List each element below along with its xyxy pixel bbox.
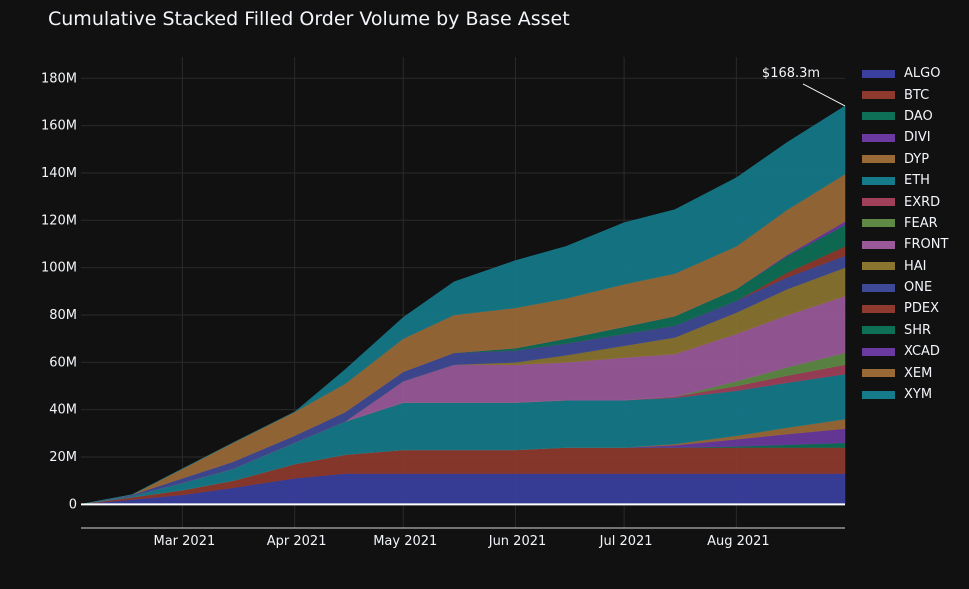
y-tick-label: 40M <box>49 403 77 418</box>
legend-label: DAO <box>904 108 933 124</box>
annotation-label: $168.3m <box>762 66 820 81</box>
legend-swatch <box>862 133 895 142</box>
legend-item-dao[interactable]: DAO <box>862 106 948 127</box>
legend-label: ONE <box>904 280 933 296</box>
legend-swatch <box>862 219 895 228</box>
legend-item-fear[interactable]: FEAR <box>862 213 948 234</box>
x-tick-label: Apr 2021 <box>267 534 327 549</box>
legend-item-xem[interactable]: XEM <box>862 362 948 383</box>
legend-label: DYP <box>904 151 930 167</box>
legend-swatch <box>862 390 895 399</box>
legend-label: FRONT <box>904 237 949 253</box>
legend-item-algo[interactable]: ALGO <box>862 63 948 84</box>
x-tick-label: Jul 2021 <box>599 534 653 549</box>
legend-swatch <box>862 155 895 164</box>
chart-title: Cumulative Stacked Filled Order Volume b… <box>48 8 570 30</box>
legend-swatch <box>862 112 895 121</box>
legend-swatch <box>862 369 895 378</box>
legend-label: ALGO <box>904 66 941 82</box>
y-tick-label: 60M <box>49 355 77 370</box>
legend-label: EXRD <box>904 194 941 210</box>
legend-label: PDEX <box>904 301 939 317</box>
legend-item-divi[interactable]: DIVI <box>862 127 948 148</box>
legend-item-btc[interactable]: BTC <box>862 84 948 105</box>
legend-item-front[interactable]: FRONT <box>862 234 948 255</box>
total-annotation: $168.3m <box>762 66 846 107</box>
legend-swatch <box>862 304 895 313</box>
legend-swatch <box>862 91 895 100</box>
legend-item-xcad[interactable]: XCAD <box>862 341 948 362</box>
legend-swatch <box>862 283 895 292</box>
y-tick-label: 160M <box>41 119 77 134</box>
y-tick-label: 0 <box>69 497 77 512</box>
legend-item-dyp[interactable]: DYP <box>862 149 948 170</box>
x-tick-label: Aug 2021 <box>707 534 770 549</box>
y-tick-label: 100M <box>41 261 77 276</box>
legend-item-hai[interactable]: HAI <box>862 256 948 277</box>
y-tick-label: 20M <box>49 450 77 465</box>
axes: 0 20M 40M 60M 80M 100M 120M 140M 160M 180M Mar 202… <box>41 71 845 549</box>
legend-label: XEM <box>904 365 933 381</box>
y-tick-label: 80M <box>49 308 77 323</box>
legend-label: ETH <box>904 173 930 189</box>
legend-item-pdex[interactable]: PDEX <box>862 298 948 319</box>
annotation-arrow <box>802 83 846 107</box>
legend-swatch <box>862 198 895 207</box>
legend-swatch <box>862 69 895 78</box>
x-tick-label: May 2021 <box>373 534 437 549</box>
legend-swatch <box>862 262 895 271</box>
legend-label: BTC <box>904 87 930 103</box>
x-tick-label: Jun 2021 <box>488 534 547 549</box>
chart-legend[interactable]: ALGO BTC DAO DIVI DYP ETH EXRD FEAR FRONT HAI ONE P… <box>862 63 948 405</box>
legend-item-one[interactable]: ONE <box>862 277 948 298</box>
y-tick-label: 140M <box>41 166 77 181</box>
legend-swatch <box>862 240 895 249</box>
x-tick-label: Mar 2021 <box>154 534 216 549</box>
legend-item-exrd[interactable]: EXRD <box>862 191 948 212</box>
y-tick-label: 180M <box>41 71 77 86</box>
legend-label: XCAD <box>904 344 940 360</box>
legend-label: XYM <box>904 387 933 403</box>
legend-item-xym[interactable]: XYM <box>862 384 948 405</box>
legend-swatch <box>862 326 895 335</box>
legend-label: FEAR <box>904 215 938 231</box>
legend-label: DIVI <box>904 130 931 146</box>
legend-item-shr[interactable]: SHR <box>862 320 948 341</box>
legend-label: HAI <box>904 258 927 274</box>
legend-label: SHR <box>904 322 932 338</box>
legend-item-eth[interactable]: ETH <box>862 170 948 191</box>
legend-swatch <box>862 347 895 356</box>
legend-swatch <box>862 176 895 185</box>
stacked-areas <box>80 105 846 505</box>
y-tick-label: 120M <box>41 213 77 228</box>
area-xym[interactable] <box>80 105 846 505</box>
